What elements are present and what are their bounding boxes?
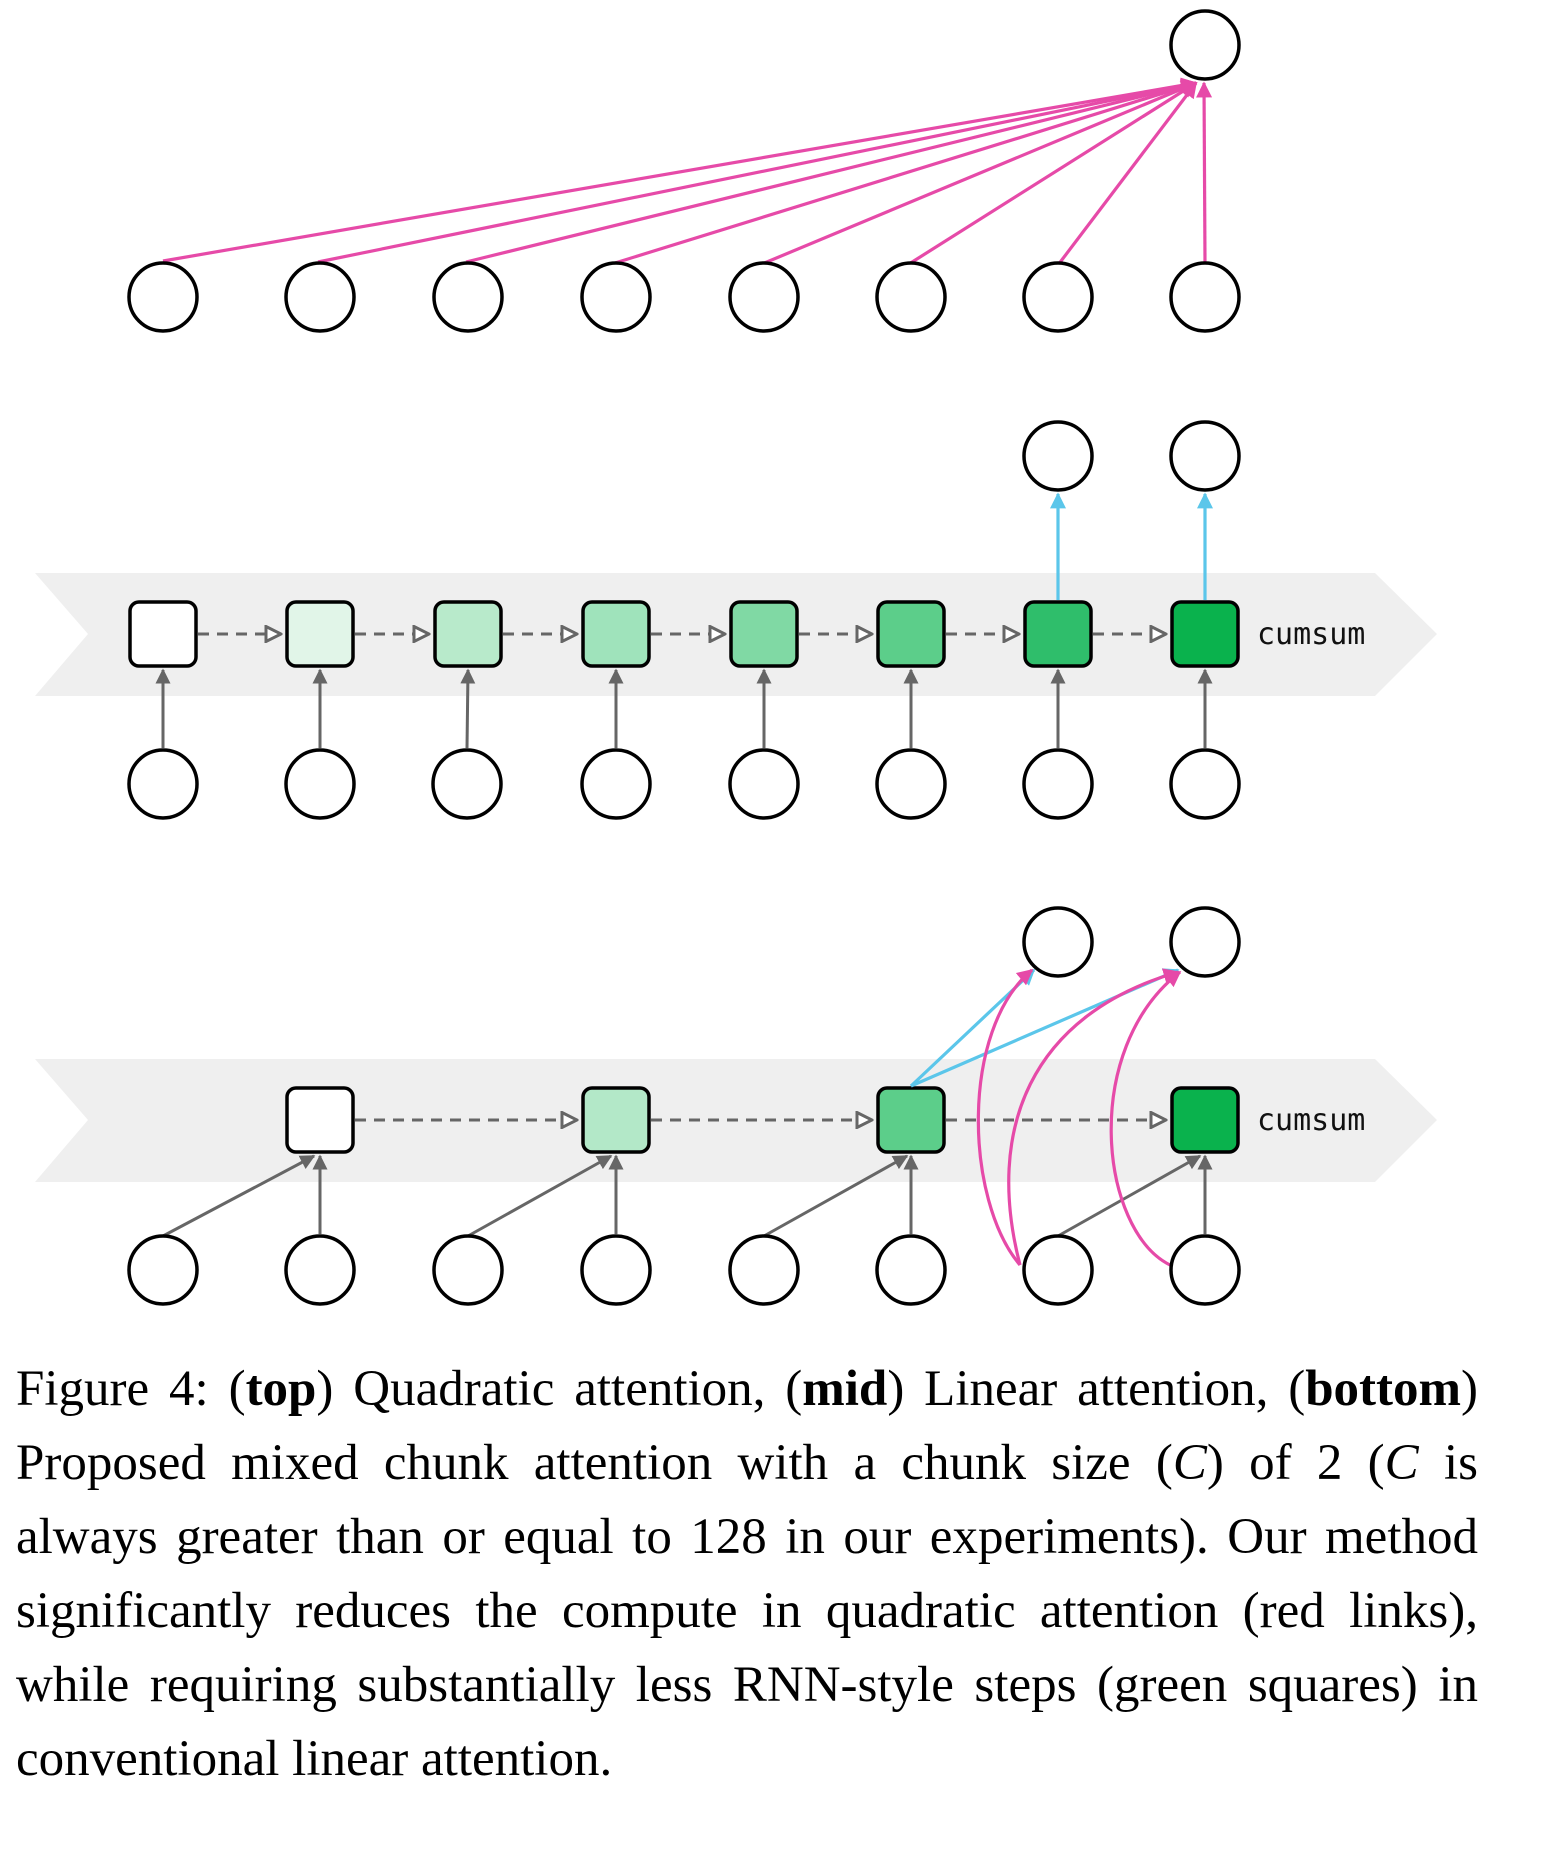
attention-diagram: cumsum: [35, 9, 1437, 1306]
state-square: [1170, 600, 1240, 668]
cumsum-label: cumsum: [1257, 1103, 1365, 1138]
output-node: [1169, 906, 1241, 978]
state-square: [1170, 1086, 1240, 1154]
input-node: [432, 261, 504, 333]
caption-c-symbol-2: C: [1384, 1435, 1419, 1491]
input-node: [580, 261, 652, 333]
top-panel: [127, 9, 1241, 333]
state-square: [876, 600, 946, 668]
quadratic-link: [908, 81, 1198, 266]
output-node: [1169, 420, 1241, 492]
state-square: [729, 600, 799, 668]
input-node: [1169, 1234, 1241, 1306]
input-node: [284, 748, 356, 820]
quadratic-link: [976, 968, 1034, 1267]
input-link: [162, 1154, 316, 1238]
mid-panel: cumsum: [35, 420, 1437, 820]
caption-mid-label: mid: [802, 1361, 888, 1417]
state-squares: [128, 600, 1240, 668]
caption-part1: ) Quadratic attention, (: [316, 1361, 803, 1417]
caption-part3: ) Proposed mixed chunk attention with a …: [16, 1361, 1478, 1491]
input-node: [875, 748, 947, 820]
input-node: [580, 748, 652, 820]
input-nodes: [127, 748, 1241, 820]
quadratic-link: [761, 81, 1198, 266]
quadratic-link: [1109, 970, 1182, 1267]
state-square: [581, 600, 651, 668]
input-node: [1022, 1234, 1094, 1306]
caption-c-symbol: C: [1172, 1435, 1207, 1491]
input-node: [728, 261, 800, 333]
caption-part5: is always greater than or equal to 128 i…: [16, 1435, 1478, 1787]
input-node: [875, 1234, 947, 1306]
quadratic-link: [1007, 968, 1180, 1266]
input-node: [1169, 748, 1241, 820]
figure-caption: Figure 4: (top) Quadratic attention, (mi…: [16, 1352, 1478, 1796]
input-nodes: [127, 261, 1241, 333]
output-node: [1169, 9, 1241, 81]
state-square: [285, 1086, 355, 1154]
caption-top-label: top: [245, 1361, 317, 1417]
output-links: [1050, 492, 1213, 600]
caption-part4: ) of 2 (: [1206, 1435, 1385, 1491]
state-squares: [285, 1086, 1240, 1154]
input-link: [467, 1154, 613, 1238]
input-node: [728, 748, 800, 820]
input-node: [127, 748, 199, 820]
input-link: [460, 668, 476, 749]
quadratic-link: [1056, 81, 1198, 266]
state-square: [128, 600, 198, 668]
quadratic-link: [614, 79, 1198, 265]
input-node: [431, 748, 503, 820]
input-node: [127, 1234, 199, 1306]
input-node: [728, 1234, 800, 1306]
input-link: [1057, 1154, 1202, 1238]
state-square: [433, 600, 503, 668]
bottom-panel: cumsum: [35, 906, 1437, 1306]
quadratic-links: [162, 77, 1213, 266]
caption-prefix: Figure 4: (: [16, 1361, 246, 1417]
input-links: [155, 668, 1213, 749]
state-square: [285, 600, 355, 668]
cumsum-label: cumsum: [1257, 617, 1365, 652]
input-node: [1169, 261, 1241, 333]
state-square: [1023, 600, 1093, 668]
chunk-input-links: [162, 1154, 1213, 1238]
input-node: [1022, 261, 1094, 333]
input-node: [875, 261, 947, 333]
quadratic-link: [1196, 81, 1213, 263]
intra-chunk-links: [976, 968, 1182, 1267]
input-link: [763, 1154, 909, 1238]
input-node: [432, 1234, 504, 1306]
quadratic-link: [465, 78, 1198, 264]
input-node: [127, 261, 199, 333]
input-node: [580, 1234, 652, 1306]
output-node: [1022, 906, 1094, 978]
state-square: [581, 1086, 651, 1154]
input-node: [1022, 748, 1094, 820]
input-nodes: [127, 1234, 1241, 1306]
input-node: [284, 261, 356, 333]
input-node: [284, 1234, 356, 1306]
quadratic-link: [162, 77, 1198, 263]
caption-bottom-label: bottom: [1305, 1361, 1462, 1417]
quadratic-link: [317, 78, 1198, 264]
state-square: [876, 1086, 946, 1154]
caption-part2: ) Linear attention, (: [887, 1361, 1306, 1417]
output-node: [1022, 420, 1094, 492]
